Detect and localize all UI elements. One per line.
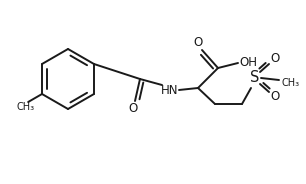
Text: OH: OH	[239, 56, 257, 68]
Text: O: O	[271, 52, 280, 66]
Text: O: O	[129, 102, 138, 116]
Text: O: O	[271, 91, 280, 103]
Text: CH₃: CH₃	[282, 78, 300, 88]
Text: CH₃: CH₃	[16, 102, 34, 112]
Text: HN: HN	[161, 84, 179, 96]
Text: O: O	[193, 36, 203, 49]
Text: S: S	[250, 70, 260, 86]
